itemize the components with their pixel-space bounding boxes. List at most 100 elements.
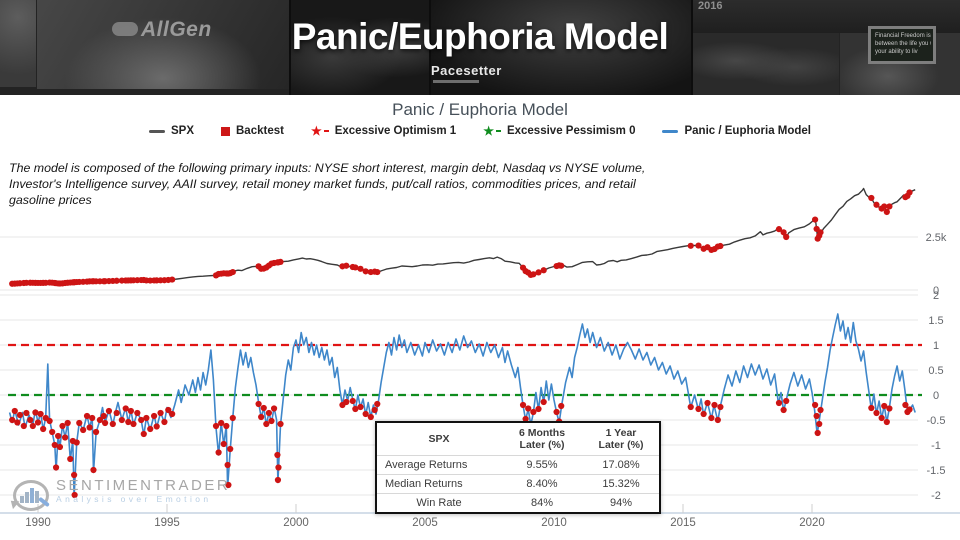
backtest-dot xyxy=(775,226,783,233)
backtest-dot xyxy=(140,430,147,438)
backtest-dot xyxy=(20,422,27,430)
table-header-row: SPX 6 Months Later (%) 1 Year Later (%) xyxy=(376,422,660,456)
backtest-dot xyxy=(76,419,83,427)
legend-item[interactable]: Backtest xyxy=(221,125,284,137)
backtest-dot xyxy=(780,406,787,414)
sign-line: between the life you wa xyxy=(875,41,931,47)
backtest-dot xyxy=(161,418,168,426)
backtest-dot xyxy=(227,445,234,453)
logo-name: SENTIMENTRADER xyxy=(56,477,231,494)
logo-tagline: Analysis over Emotion xyxy=(56,494,212,504)
backtest-dot xyxy=(530,408,537,416)
legend-item[interactable]: SPX xyxy=(148,125,194,137)
backtest-dot xyxy=(374,268,381,276)
backtest-dot xyxy=(113,409,120,417)
backtest-dot xyxy=(67,455,74,463)
backtest-dot xyxy=(113,277,120,284)
stats-table: SPX 6 Months Later (%) 1 Year Later (%) … xyxy=(375,421,661,514)
backtest-dot xyxy=(717,242,724,250)
dash-icon xyxy=(495,130,501,132)
banner-photo xyxy=(692,33,839,95)
backtest-dot xyxy=(59,422,66,430)
chart-title: Panic / Euphoria Model xyxy=(392,100,568,119)
model-description: The model is composed of the following p… xyxy=(9,161,646,208)
backtest-dot xyxy=(274,451,281,459)
backtest-dot xyxy=(275,464,282,471)
backtest-dot xyxy=(558,402,565,410)
backtest-dot xyxy=(695,242,702,249)
year-label: 2016 xyxy=(698,0,723,12)
x-tick-label: 1995 xyxy=(154,517,180,529)
line-marker-icon xyxy=(662,129,679,133)
backtest-dot xyxy=(817,229,824,236)
spx-line xyxy=(9,187,916,286)
backtest-dot xyxy=(263,420,270,428)
backtest-dot xyxy=(37,410,44,418)
backtest-dot xyxy=(883,208,890,216)
backtest-dot xyxy=(51,441,58,449)
legend-item[interactable]: ★ Excessive Pessimism 0 xyxy=(483,125,635,137)
backtest-dot xyxy=(157,409,164,417)
backtest-dot xyxy=(258,413,265,421)
legend-item[interactable]: Panic / Euphoria Model xyxy=(662,125,811,137)
photo-seam xyxy=(289,0,291,95)
backtest-dot xyxy=(86,424,93,431)
backtest-dot xyxy=(352,264,359,271)
backtest-dot xyxy=(255,400,262,408)
sign-line: your ability to liv xyxy=(875,49,918,55)
y-tick-label: -0.5 xyxy=(927,415,946,427)
backtest-dot xyxy=(225,481,232,489)
banner-photo xyxy=(0,0,36,87)
row-label: Win Rate xyxy=(416,497,462,509)
backtest-dot xyxy=(105,407,113,415)
backtest-dot xyxy=(367,413,374,421)
legend-label: SPX xyxy=(170,125,194,137)
cell-value: 9.55% xyxy=(526,459,558,471)
backtest-dot xyxy=(708,414,715,422)
backtest-dot xyxy=(783,397,790,405)
cell-value: 94% xyxy=(609,497,633,509)
backtest-dot xyxy=(40,425,47,433)
backtest-dot xyxy=(881,402,888,410)
legend-item[interactable]: ★ Excessive Optimism 1 xyxy=(311,125,456,137)
y-tick-label: 0 xyxy=(933,285,939,297)
cell-value: 17.08% xyxy=(602,459,640,471)
backtest-dot xyxy=(695,405,702,413)
backtest-dot xyxy=(868,194,875,202)
table-row: Median Returns 8.40% 15.32% xyxy=(376,474,660,494)
backtest-dot xyxy=(878,414,885,422)
x-tick-label: 2020 xyxy=(799,517,825,529)
dash-icon xyxy=(323,130,329,132)
backtest-dot xyxy=(118,416,125,424)
y-tick-label: -1 xyxy=(931,440,941,452)
banner-photo xyxy=(840,33,960,95)
legend-label: Excessive Optimism 1 xyxy=(334,125,457,137)
backtest-dot xyxy=(357,403,364,411)
backtest-dot xyxy=(16,411,24,419)
cell-value: 84% xyxy=(530,497,554,509)
backtest-dot xyxy=(343,262,350,269)
backtest-dot xyxy=(714,416,721,424)
backtest-dot xyxy=(717,403,724,411)
backtest-dot xyxy=(270,405,278,412)
allgen-logo: AllGen xyxy=(112,18,212,42)
backtest-dot xyxy=(371,406,378,414)
backtest-dot xyxy=(525,405,532,412)
y-tick-label: 2.5k xyxy=(926,232,947,244)
backtest-dot xyxy=(29,422,36,430)
backtest-dot xyxy=(89,414,96,422)
backtest-dot xyxy=(92,428,100,436)
backtest-dot xyxy=(61,434,69,441)
banner-photo xyxy=(37,0,289,89)
backtest-dot xyxy=(23,409,30,417)
x-tick-label: 2015 xyxy=(670,517,696,529)
y-tick-label: 1 xyxy=(933,340,939,352)
row-label: Median Returns xyxy=(385,478,463,490)
banner-photo xyxy=(290,0,430,95)
backtest-dot xyxy=(817,406,824,414)
backtest-dot xyxy=(90,466,97,474)
plot-area: 1990 1995 2000 2005 2010 2015 20202.5k021.510.… xyxy=(0,187,960,529)
backtest-dot xyxy=(775,399,783,407)
photo-seam xyxy=(691,0,693,95)
backtest-dot xyxy=(71,491,78,499)
